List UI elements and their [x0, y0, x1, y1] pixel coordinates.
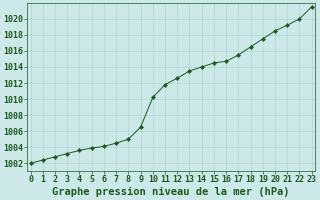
- X-axis label: Graphe pression niveau de la mer (hPa): Graphe pression niveau de la mer (hPa): [52, 187, 290, 197]
